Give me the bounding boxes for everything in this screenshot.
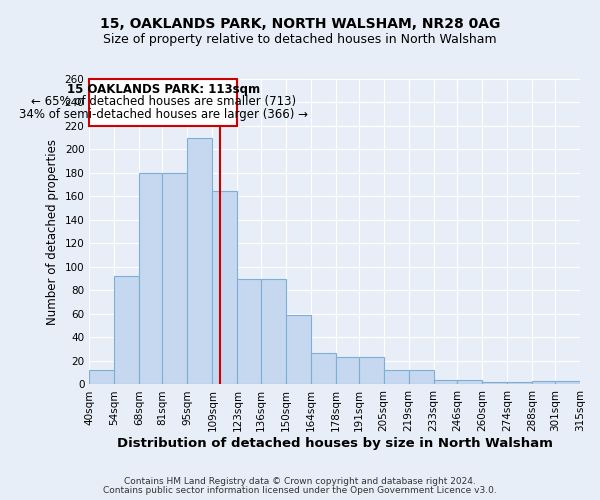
Bar bbox=[311, 352, 335, 384]
Text: ← 65% of detached houses are smaller (713): ← 65% of detached houses are smaller (71… bbox=[31, 96, 296, 108]
Bar bbox=[260, 278, 286, 384]
Bar bbox=[187, 138, 212, 384]
Bar bbox=[555, 381, 580, 384]
Bar bbox=[139, 173, 163, 384]
Bar bbox=[457, 380, 482, 384]
Bar bbox=[286, 315, 311, 384]
Text: 15, OAKLANDS PARK, NORTH WALSHAM, NR28 0AG: 15, OAKLANDS PARK, NORTH WALSHAM, NR28 0… bbox=[100, 18, 500, 32]
Bar bbox=[507, 382, 532, 384]
Bar bbox=[115, 276, 139, 384]
Text: Size of property relative to detached houses in North Walsham: Size of property relative to detached ho… bbox=[103, 32, 497, 46]
X-axis label: Distribution of detached houses by size in North Walsham: Distribution of detached houses by size … bbox=[117, 437, 553, 450]
Text: Contains public sector information licensed under the Open Government Licence v3: Contains public sector information licen… bbox=[103, 486, 497, 495]
Text: 34% of semi-detached houses are larger (366) →: 34% of semi-detached houses are larger (… bbox=[19, 108, 308, 121]
Text: Contains HM Land Registry data © Crown copyright and database right 2024.: Contains HM Land Registry data © Crown c… bbox=[124, 477, 476, 486]
Bar bbox=[163, 173, 187, 384]
Bar bbox=[384, 370, 409, 384]
Bar bbox=[409, 370, 434, 384]
Bar bbox=[212, 190, 238, 384]
Bar bbox=[335, 358, 359, 384]
Bar bbox=[434, 380, 457, 384]
Bar bbox=[359, 358, 384, 384]
Bar bbox=[89, 370, 115, 384]
Bar bbox=[89, 79, 238, 126]
Bar bbox=[238, 278, 260, 384]
Bar bbox=[482, 382, 507, 384]
Bar bbox=[532, 381, 555, 384]
Y-axis label: Number of detached properties: Number of detached properties bbox=[46, 138, 59, 324]
Text: 15 OAKLANDS PARK: 113sqm: 15 OAKLANDS PARK: 113sqm bbox=[67, 82, 260, 96]
